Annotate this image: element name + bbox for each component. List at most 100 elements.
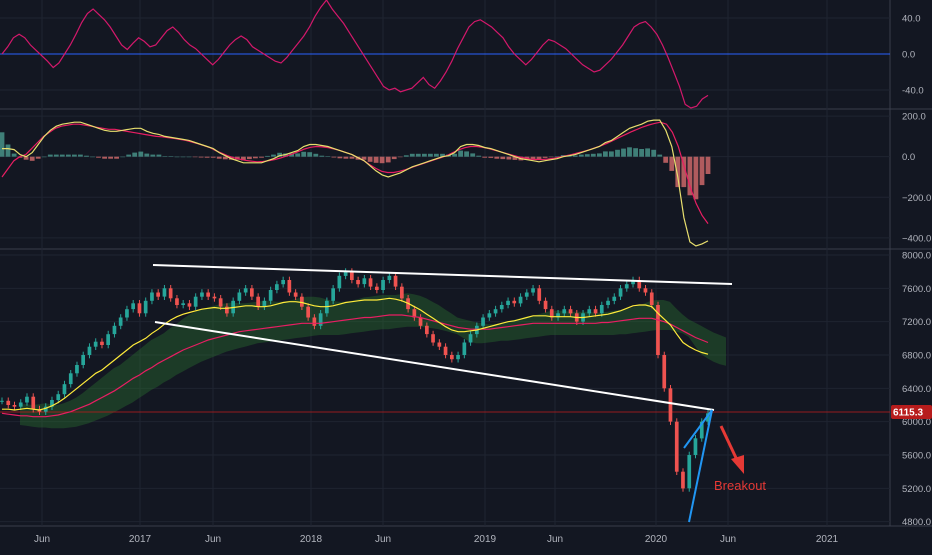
candle-body — [87, 346, 92, 355]
grid-layer — [0, 0, 932, 527]
candle-body — [656, 305, 660, 355]
macd-histogram-bar — [313, 153, 319, 157]
candle-body — [206, 292, 210, 297]
candle-body — [562, 309, 567, 314]
macd-histogram-bar — [476, 155, 482, 157]
candle-body — [31, 396, 36, 410]
macd-histogram-bar — [639, 149, 644, 157]
y-tick-label: −200.0 — [902, 193, 931, 204]
candle-body — [243, 288, 248, 293]
candle-body — [668, 388, 673, 422]
candle-body — [118, 317, 123, 326]
candle-body — [150, 292, 154, 301]
candle-body — [356, 280, 360, 285]
macd-histogram-bar — [361, 156, 367, 160]
macd-histogram-bar — [325, 156, 331, 157]
macd-histogram-bar — [633, 148, 638, 157]
macd-histogram-bar — [397, 156, 403, 158]
macd-histogram-bar — [500, 156, 506, 160]
macd-histogram-bar — [597, 153, 602, 157]
candle-body — [631, 280, 635, 285]
candle-body — [425, 325, 429, 335]
candle-body — [568, 309, 573, 314]
candle-body — [443, 346, 448, 355]
oscillator-panel[interactable] — [0, 0, 890, 109]
wedge-upper-line — [683, 409, 713, 449]
macd-histogram-bar — [47, 154, 53, 157]
candle-body — [599, 305, 604, 314]
candle-body — [543, 300, 548, 310]
candle-body — [431, 334, 435, 343]
candle-body — [237, 292, 242, 301]
macd-histogram-bar — [259, 156, 264, 158]
macd-histogram-bar — [488, 156, 494, 158]
macd-histogram-bar — [343, 156, 349, 159]
x-tick-label: 2020 — [645, 534, 668, 545]
candle-body — [93, 341, 98, 347]
macd-histogram-bar — [337, 156, 343, 159]
lower-trendline — [154, 321, 715, 411]
candle-body — [12, 405, 17, 407]
y-tick-label: 7200.0 — [902, 317, 931, 328]
candle-body — [75, 365, 79, 374]
macd-histogram-bar — [114, 156, 119, 159]
macd-histogram-bar — [156, 154, 162, 157]
macd-histogram-bar — [11, 153, 17, 157]
axes-layer: Jun 2017 Jun 2018 Jun 2019 Jun 2020 Jun 2021 40.0 0… — [34, 14, 931, 546]
macd-histogram-bar — [403, 155, 409, 157]
y-tick-label: 4800.0 — [902, 517, 931, 528]
macd-panel[interactable] — [0, 119, 711, 247]
macd-histogram-bar — [409, 153, 415, 157]
candle-body — [0, 400, 4, 402]
ichimoku-cloud — [20, 293, 726, 429]
candle-body — [681, 471, 685, 489]
candle-body — [68, 373, 73, 385]
y-tick-label: 200.0 — [902, 112, 926, 123]
macd-histogram-bar — [687, 156, 693, 196]
y-tick-label: 5600.0 — [902, 451, 931, 462]
candle-body — [287, 280, 292, 293]
macd-histogram-bar — [59, 154, 65, 157]
candle-body — [337, 275, 342, 289]
last-price-label: 6115.3 — [893, 408, 923, 419]
candle-body — [200, 292, 204, 297]
macd-histogram-bar — [78, 154, 83, 157]
macd-histogram-bar — [5, 144, 11, 157]
candle-body — [56, 394, 61, 400]
macd-histogram-bar — [192, 156, 198, 158]
price-panel[interactable] — [0, 264, 890, 523]
macd-histogram-bar — [452, 153, 457, 157]
macd-histogram-bar — [132, 152, 138, 157]
macd-histogram-bar — [603, 151, 608, 157]
candle-body — [468, 334, 473, 343]
y-tick-label: 0.0 — [902, 50, 915, 61]
candle-body — [168, 288, 173, 299]
candle-body — [112, 325, 117, 335]
macd-histogram-bar — [494, 156, 500, 159]
macd-histogram-bar — [150, 154, 156, 157]
macd-histogram-bar — [609, 151, 614, 157]
candle-body — [350, 271, 354, 280]
macd-histogram-bar — [72, 154, 77, 157]
macd-histogram-bar — [434, 153, 439, 157]
candle-body — [456, 355, 460, 360]
candle-body — [699, 421, 704, 439]
macd-histogram-bar — [307, 152, 313, 157]
candle-body — [6, 400, 11, 405]
macd-histogram-bar — [391, 156, 397, 160]
macd-histogram-bar — [295, 153, 301, 157]
candle-body — [549, 309, 554, 318]
candle-body — [437, 342, 442, 347]
candle-body — [162, 288, 167, 297]
macd-histogram-bar — [241, 156, 246, 161]
macd-histogram-bar — [645, 148, 650, 157]
y-tick-label: 7600.0 — [902, 284, 931, 295]
macd-histogram-bar — [482, 156, 488, 158]
macd-histogram-bar — [23, 156, 29, 160]
oscillator-line — [1, 0, 709, 109]
macd-histogram-bar — [35, 156, 41, 159]
candle-body — [218, 298, 223, 307]
macd-histogram-bar — [222, 156, 228, 160]
